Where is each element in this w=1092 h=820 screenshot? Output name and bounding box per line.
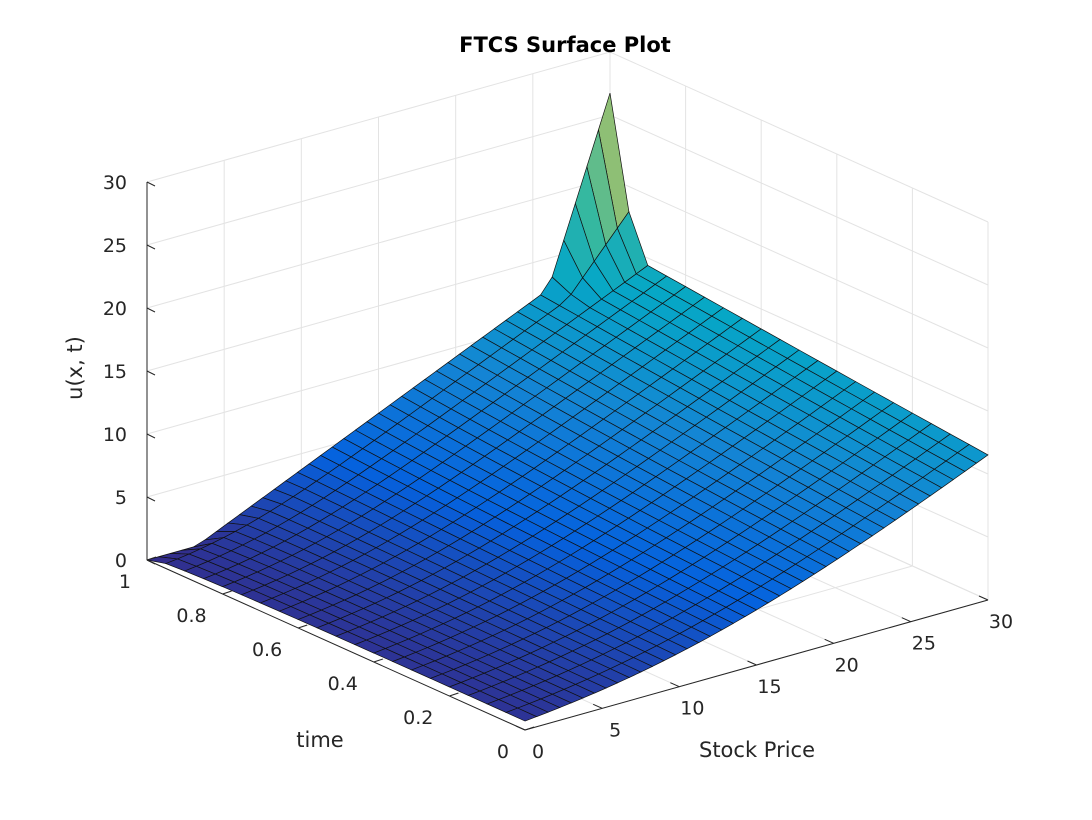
x-tick-label: 25: [912, 633, 936, 655]
surface-patch: [505, 707, 538, 722]
y-tick-mark: [222, 590, 232, 595]
x-tick-mark: [901, 617, 912, 623]
x-tick-mark: [978, 595, 989, 601]
y-axis-label: time: [296, 728, 343, 752]
y-tick-mark: [524, 726, 535, 731]
x-tick-label: 20: [835, 654, 859, 676]
z-tick-label: 25: [103, 235, 127, 257]
y-tick-label: 0.8: [176, 605, 206, 627]
x-tick-mark: [670, 682, 680, 688]
x-tick-mark: [747, 660, 757, 666]
y-tick-label: 0: [497, 741, 509, 763]
z-tick-mark: [146, 496, 156, 502]
z-tick-mark: [146, 181, 156, 187]
surface: [146, 92, 989, 722]
z-tick-mark: [146, 433, 156, 439]
z-tick-label: 0: [115, 550, 127, 572]
y-tick-label: 0.6: [252, 639, 282, 661]
y-tick-label: 0.2: [403, 707, 433, 729]
y-tick-mark: [298, 624, 308, 629]
y-tick-mark: [146, 556, 157, 561]
x-tick-mark: [592, 703, 603, 709]
x-tick-label: 5: [609, 719, 621, 741]
gridline: [146, 51, 989, 223]
z-tick-label: 30: [103, 172, 127, 194]
z-tick-label: 5: [115, 487, 127, 509]
x-axis-label: Stock Price: [699, 738, 815, 762]
x-tick-mark: [515, 725, 526, 731]
y-axis-line: [146, 559, 526, 731]
x-tick-label: 15: [757, 676, 781, 698]
x-tick-mark: [824, 638, 834, 644]
z-tick-mark: [146, 244, 156, 250]
x-tick-label: 30: [989, 611, 1013, 633]
y-tick-label: 0.4: [328, 673, 358, 695]
z-tick-label: 10: [103, 424, 127, 446]
x-tick-label: 10: [680, 698, 704, 720]
z-axis-label: u(x, t): [63, 336, 87, 400]
z-tick-label: 15: [103, 361, 127, 383]
x-tick-label: 0: [532, 741, 544, 763]
z-tick-mark: [146, 307, 156, 313]
z-tick-mark: [146, 559, 156, 565]
y-tick-label: 1: [119, 571, 131, 593]
y-tick-mark: [373, 658, 383, 663]
chart-title: FTCS Surface Plot: [459, 33, 671, 57]
y-tick-mark: [449, 692, 459, 697]
z-tick-mark: [146, 370, 156, 376]
z-tick-label: 20: [103, 298, 127, 320]
